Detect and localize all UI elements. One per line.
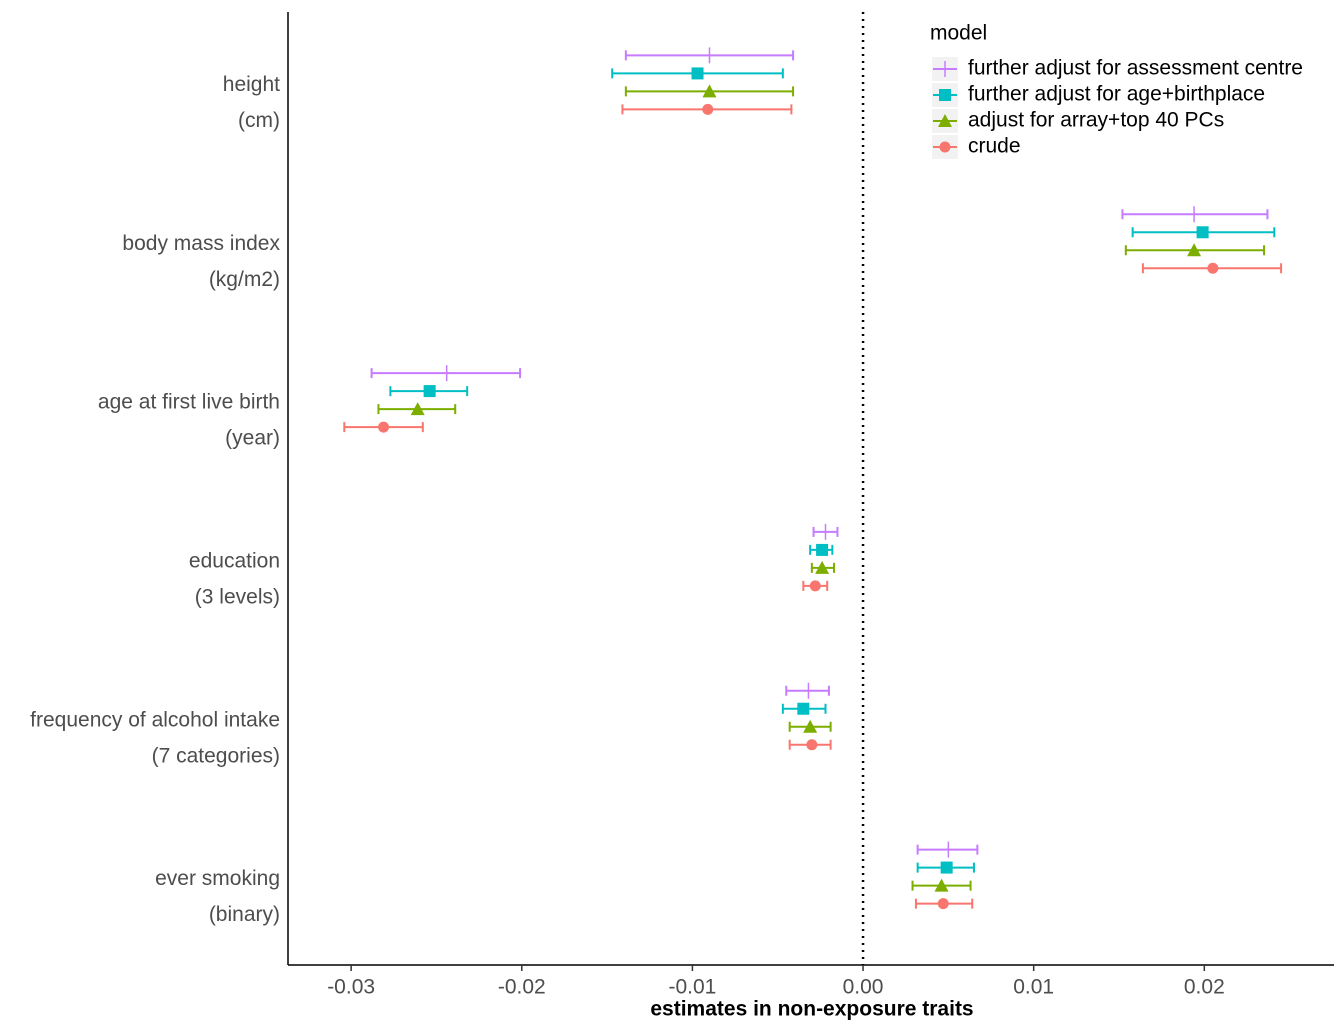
y-tick-label: ever smoking <box>155 867 280 890</box>
y-tick-label: age at first live birth <box>98 391 280 414</box>
y-tick-label: frequency of alcohol intake <box>30 708 280 731</box>
x-tick-label: 0.02 <box>1184 976 1225 999</box>
y-tick-label: body mass index <box>122 232 280 255</box>
point <box>438 365 455 382</box>
y-tick-label: (7 categories) <box>152 744 280 767</box>
point <box>1187 243 1202 257</box>
legend-label: further adjust for assessment centre <box>968 57 1303 80</box>
y-tick-label: (binary) <box>209 903 280 926</box>
point <box>701 47 718 64</box>
x-tick-label: 0.00 <box>843 976 884 999</box>
point <box>800 682 817 699</box>
legend-label: crude <box>968 135 1021 158</box>
point <box>937 898 949 910</box>
legend-label: adjust for array+top 40 PCs <box>968 109 1224 132</box>
y-tick-label: (3 levels) <box>195 585 280 608</box>
point <box>940 861 953 874</box>
legend-marker <box>937 61 953 77</box>
point <box>815 560 830 574</box>
y-tick-label: (cm) <box>238 109 280 132</box>
x-axis-title: estimates in non-exposure traits <box>650 998 973 1021</box>
point <box>806 739 818 751</box>
point <box>934 878 949 892</box>
x-tick-label: 0.01 <box>1013 976 1054 999</box>
y-tick-label: height <box>223 73 280 96</box>
y-tick-label: (year) <box>225 427 280 450</box>
point <box>691 67 704 80</box>
legend-marker <box>939 89 951 101</box>
point <box>1196 226 1209 239</box>
legend-marker <box>938 114 952 127</box>
point <box>410 402 425 416</box>
point <box>940 841 957 858</box>
point <box>423 385 436 398</box>
point <box>809 580 821 592</box>
point <box>797 702 810 715</box>
point <box>1207 262 1219 274</box>
point <box>702 84 717 98</box>
point <box>1186 206 1203 223</box>
point <box>378 421 390 433</box>
x-tick-label: -0.02 <box>498 976 546 999</box>
point <box>816 543 829 556</box>
y-tick-label: (kg/m2) <box>209 268 280 291</box>
legend-label: further adjust for age+birthplace <box>968 83 1265 106</box>
x-tick-label: -0.03 <box>327 976 375 999</box>
legend-marker <box>939 141 951 153</box>
y-tick-label: education <box>189 549 280 572</box>
point <box>817 523 834 540</box>
legend-title: model <box>930 22 987 45</box>
point <box>803 719 818 733</box>
x-tick-label: -0.01 <box>668 976 716 999</box>
point <box>702 103 714 115</box>
